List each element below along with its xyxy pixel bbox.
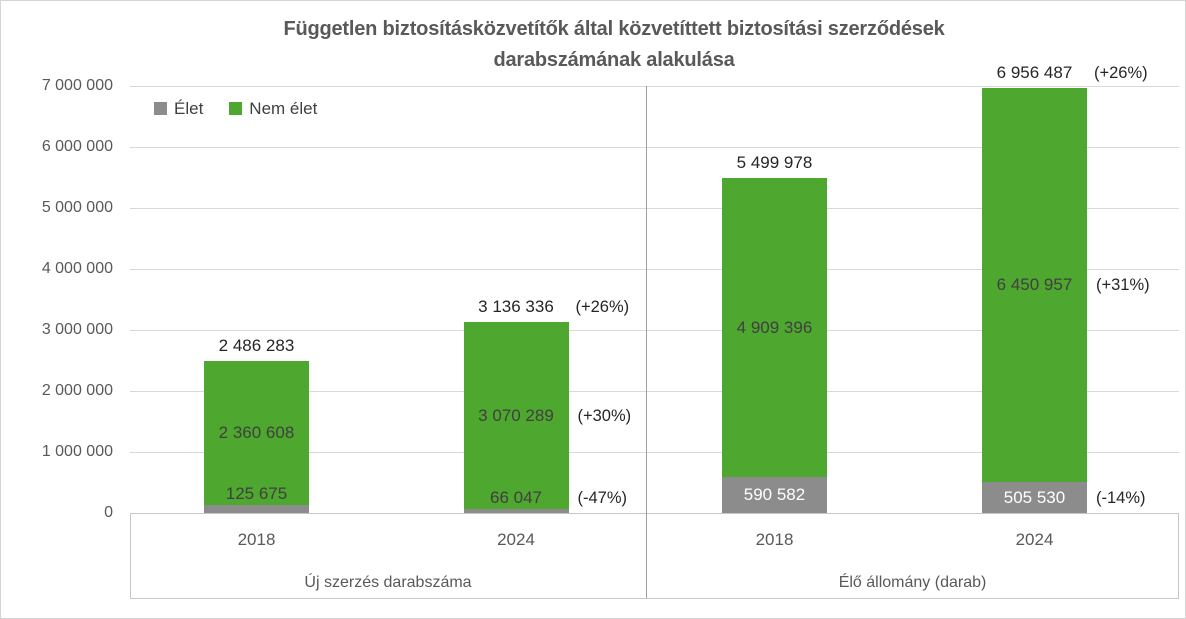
legend-swatch-elet-icon [154,102,167,115]
y-axis-tick-label: 3 000 000 [41,321,113,338]
bar-segment-nem-elet [204,361,309,505]
pct-annotation-elet: (-47%) [577,489,628,507]
x-axis-category-label: 2024 [497,530,535,549]
pct-annotation-total: (+26%) [575,298,630,316]
gridline [130,268,1179,270]
x-axis-category-label: 2018 [755,530,794,549]
bar-total-label: 5 499 978 [736,153,813,172]
pct-annotation-nem-elet: (+31%) [1096,276,1150,294]
legend: Élet Nem élet [154,100,317,117]
gridline [130,329,1179,331]
x-axis-group-label: Élő állomány (darab) [838,574,987,591]
chart-title: Független biztosításközvetítők által köz… [41,14,1185,76]
bar-elet-label: 125 675 [225,484,288,503]
y-axis-tick-label: 6 000 000 [41,138,113,155]
y-axis-tick-label: 1 000 000 [41,443,113,460]
legend-label-nem-elet: Nem élet [249,99,318,118]
gridline [130,85,1179,87]
bar-nem-elet-label: 6 450 957 [996,275,1073,294]
axis-box-bottom-line [130,598,1179,599]
gridline [130,207,1179,209]
legend-label-elet: Élet [174,99,204,118]
gridline [130,146,1179,148]
bar-segment-nem-elet [722,178,827,477]
bar-nem-elet-label: 2 360 608 [218,423,295,442]
pct-annotation-total: (+26%) [1094,64,1148,82]
pct-annotation-nem-elet: (+30%) [577,406,632,425]
y-axis-tick-label: 7 000 000 [41,77,113,94]
legend-swatch-nem-elet-icon [229,102,243,115]
axis-box-left-line [130,513,131,598]
bar-total-label: 2 486 283 [218,336,295,355]
gridline [130,451,1179,453]
bar-segment-elet [982,482,1087,513]
bar-elet-label: 590 582 [743,485,806,504]
x-axis-line [130,512,1179,514]
bar-total-label: 6 956 487 [996,63,1073,82]
y-axis-tick-label: 5 000 000 [41,199,113,216]
chart-title-line2: darabszámának alakulása [493,49,735,71]
x-axis-group-label: Új szerzés darabszáma [304,574,472,591]
legend-item-elet: Élet [154,100,203,117]
x-axis-category-label: 2024 [1015,530,1054,549]
gridline [130,390,1179,392]
bar-segment-elet [463,509,569,513]
bar-nem-elet-label: 3 070 289 [478,405,554,425]
chart-title-line1: Független biztosításközvetítők által köz… [283,18,945,40]
bar-segment-elet [722,477,827,513]
bar-segment-elet [204,505,309,513]
x-axis-category-label: 2018 [237,530,276,549]
y-axis-tick-label: 4 000 000 [41,260,113,277]
bar-segment-nem-elet [463,322,569,509]
y-axis-tick-label: 0 [104,504,113,521]
group-divider-line [646,86,647,598]
bar-nem-elet-label: 4 909 396 [736,317,813,337]
pct-annotation-elet: (-14%) [1096,488,1146,507]
bar-elet-label: 505 530 [1003,487,1066,507]
legend-item-nem-elet: Nem élet [229,100,317,117]
y-axis-tick-label: 2 000 000 [41,382,113,399]
bar-total-label: 3 136 336 [478,297,554,316]
bar-elet-label: 66 047 [490,488,542,507]
axis-box-right-line [1178,513,1179,598]
bar-segment-nem-elet [982,88,1087,482]
